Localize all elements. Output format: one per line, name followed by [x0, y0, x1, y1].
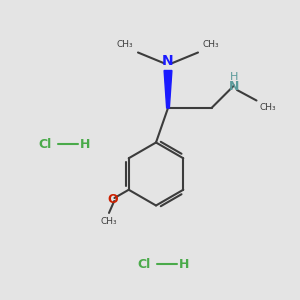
- Text: CH₃: CH₃: [117, 40, 134, 50]
- Text: O: O: [108, 193, 118, 206]
- Text: N: N: [229, 80, 239, 93]
- Text: Cl: Cl: [137, 257, 151, 271]
- Text: H: H: [179, 257, 190, 271]
- Polygon shape: [164, 70, 172, 108]
- Text: H: H: [80, 137, 91, 151]
- Text: Cl: Cl: [38, 137, 52, 151]
- Text: CH₃: CH₃: [260, 103, 276, 112]
- Text: CH₃: CH₃: [202, 40, 219, 50]
- Text: CH₃: CH₃: [100, 217, 117, 226]
- Text: N: N: [162, 54, 174, 68]
- Text: H: H: [230, 73, 238, 82]
